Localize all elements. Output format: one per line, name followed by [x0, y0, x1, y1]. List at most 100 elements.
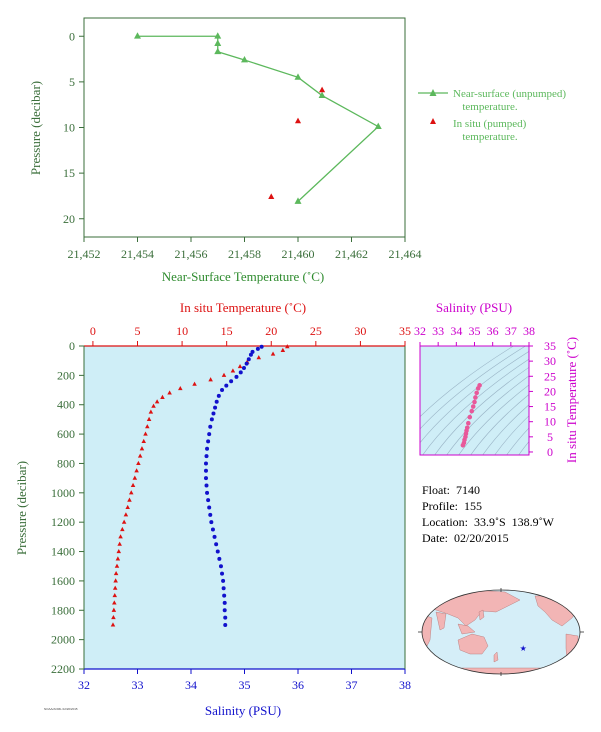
salinity-point — [205, 446, 210, 451]
density-contour — [420, 346, 515, 418]
ts-salinity-tick-label: 33 — [432, 324, 444, 338]
salinity-point — [238, 370, 243, 375]
near-surface-point — [374, 122, 382, 129]
map-japan — [478, 609, 485, 621]
near-surface-point — [294, 197, 302, 204]
ts-temperature-tick-label: 15 — [544, 400, 556, 414]
profile-plot-background — [84, 346, 405, 669]
near-surface-point — [214, 32, 222, 39]
in-situ-point — [319, 86, 326, 93]
map-india — [435, 611, 447, 631]
ts-salinity-tick-label: 32 — [414, 324, 426, 338]
profile-chart: 0 5 10 15 20 25 30 35 32 33 34 35 36 37 38 0 200 400 600… — [14, 300, 411, 718]
float-number: Float: 7140 — [422, 483, 481, 497]
legend-marker-near-surface — [429, 89, 437, 96]
top-y-tick-label: 5 — [69, 75, 75, 89]
ts-salinity-tick-label: 34 — [450, 324, 462, 338]
temperature-point — [154, 399, 160, 404]
density-contour — [446, 375, 529, 455]
temperature-point — [192, 381, 197, 386]
temperature-tick-label: 25 — [310, 324, 322, 338]
ts-temperature-tick-label: 20 — [544, 384, 556, 398]
pressure-tick-label: 600 — [57, 427, 75, 441]
temperature-point — [112, 585, 118, 590]
top-x-tick-label: 21,460 — [282, 247, 315, 261]
salinity-profile-points — [203, 344, 264, 627]
salinity-point — [223, 615, 228, 620]
temperature-point — [128, 490, 134, 495]
ts-point — [469, 408, 475, 414]
ts-salinity-tick-label: 35 — [469, 324, 481, 338]
top-series-lines — [137, 35, 380, 202]
pressure-tick-label: 400 — [57, 398, 75, 412]
temperature-profile-points — [110, 344, 290, 627]
temperature-point — [111, 607, 117, 612]
top-x-tick-label: 21,458 — [228, 247, 261, 261]
salinity-point — [206, 498, 211, 503]
salinity-tick-label: 33 — [132, 678, 144, 692]
temperature-point — [230, 368, 236, 373]
temperature-point — [117, 541, 122, 546]
temperature-point — [121, 519, 127, 524]
salinity-point — [259, 344, 264, 349]
salinity-point — [210, 527, 215, 532]
pressure-tick-label: 1400 — [51, 545, 75, 559]
top-x-tick-label: 21,456 — [175, 247, 208, 261]
density-contour — [470, 394, 529, 455]
float-location-marker: ★ — [520, 644, 527, 653]
salinity-point — [255, 346, 260, 351]
top-y-tick-label: 10 — [63, 121, 75, 135]
salinity-point — [241, 366, 246, 371]
near-surface-point — [214, 39, 222, 46]
salinity-point — [203, 468, 208, 473]
temperature-point — [123, 512, 129, 517]
salinity-point — [217, 556, 222, 561]
salinity-tick-label: 37 — [346, 678, 358, 692]
top-legend: Near-surface (unpumped) temperature. In … — [418, 88, 566, 143]
map-indonesia — [457, 623, 476, 635]
temperature-point — [167, 390, 172, 395]
ts-temperature-tick-label: 30 — [544, 354, 556, 368]
salinity-point — [218, 564, 223, 569]
temperature-point — [151, 403, 156, 408]
salinity-point — [204, 454, 209, 459]
salinity-point — [234, 374, 239, 379]
temperature-point — [160, 394, 165, 399]
temperature-point — [143, 431, 148, 436]
salinity-point — [223, 622, 228, 627]
salinity-point — [222, 600, 227, 605]
temperature-point — [148, 409, 154, 414]
temperature-tick-label: 30 — [354, 324, 366, 338]
top-plot-frame — [83, 17, 406, 238]
ts-salinity-tick-label: 36 — [487, 324, 499, 338]
salinity-point — [222, 608, 227, 613]
pressure-tick-label: 1800 — [51, 603, 75, 617]
salinity-point — [208, 424, 213, 429]
near-surface-point — [134, 32, 141, 39]
ts-salinity-ticks: 32 33 34 35 36 37 38 — [414, 324, 535, 346]
legend-marker-in-situ — [430, 118, 436, 124]
temperature-point — [115, 556, 121, 561]
salinity-tick-group: 32 33 34 35 36 37 38 — [78, 669, 411, 692]
salinity-tick-label: 34 — [185, 678, 197, 692]
ts-point — [472, 399, 477, 405]
salinity-point — [250, 349, 255, 354]
salinity-point — [206, 439, 211, 444]
near-surface-point — [318, 91, 326, 98]
ts-points — [460, 383, 482, 448]
pressure-tick-label: 1200 — [51, 515, 75, 529]
pressure-tick-label: 2000 — [51, 633, 75, 647]
temperature-axis-label: In situ Temperature (˚C) — [180, 300, 306, 315]
salinity-point — [207, 505, 212, 510]
near-surface-chart: 21,452 21,454 21,456 21,458 21,460 21,462 21,4… — [28, 17, 566, 284]
pressure-tick-label: 800 — [57, 456, 75, 470]
salinity-tick-label: 32 — [78, 678, 90, 692]
pressure-tick-label: 200 — [57, 368, 75, 382]
temperature-point — [141, 438, 147, 443]
top-y-tick-group: 0 5 10 15 20 — [63, 29, 84, 226]
salinity-point — [214, 399, 219, 404]
profile-number: Profile: 155 — [422, 499, 482, 513]
top-y-tick-label: 20 — [63, 212, 75, 226]
